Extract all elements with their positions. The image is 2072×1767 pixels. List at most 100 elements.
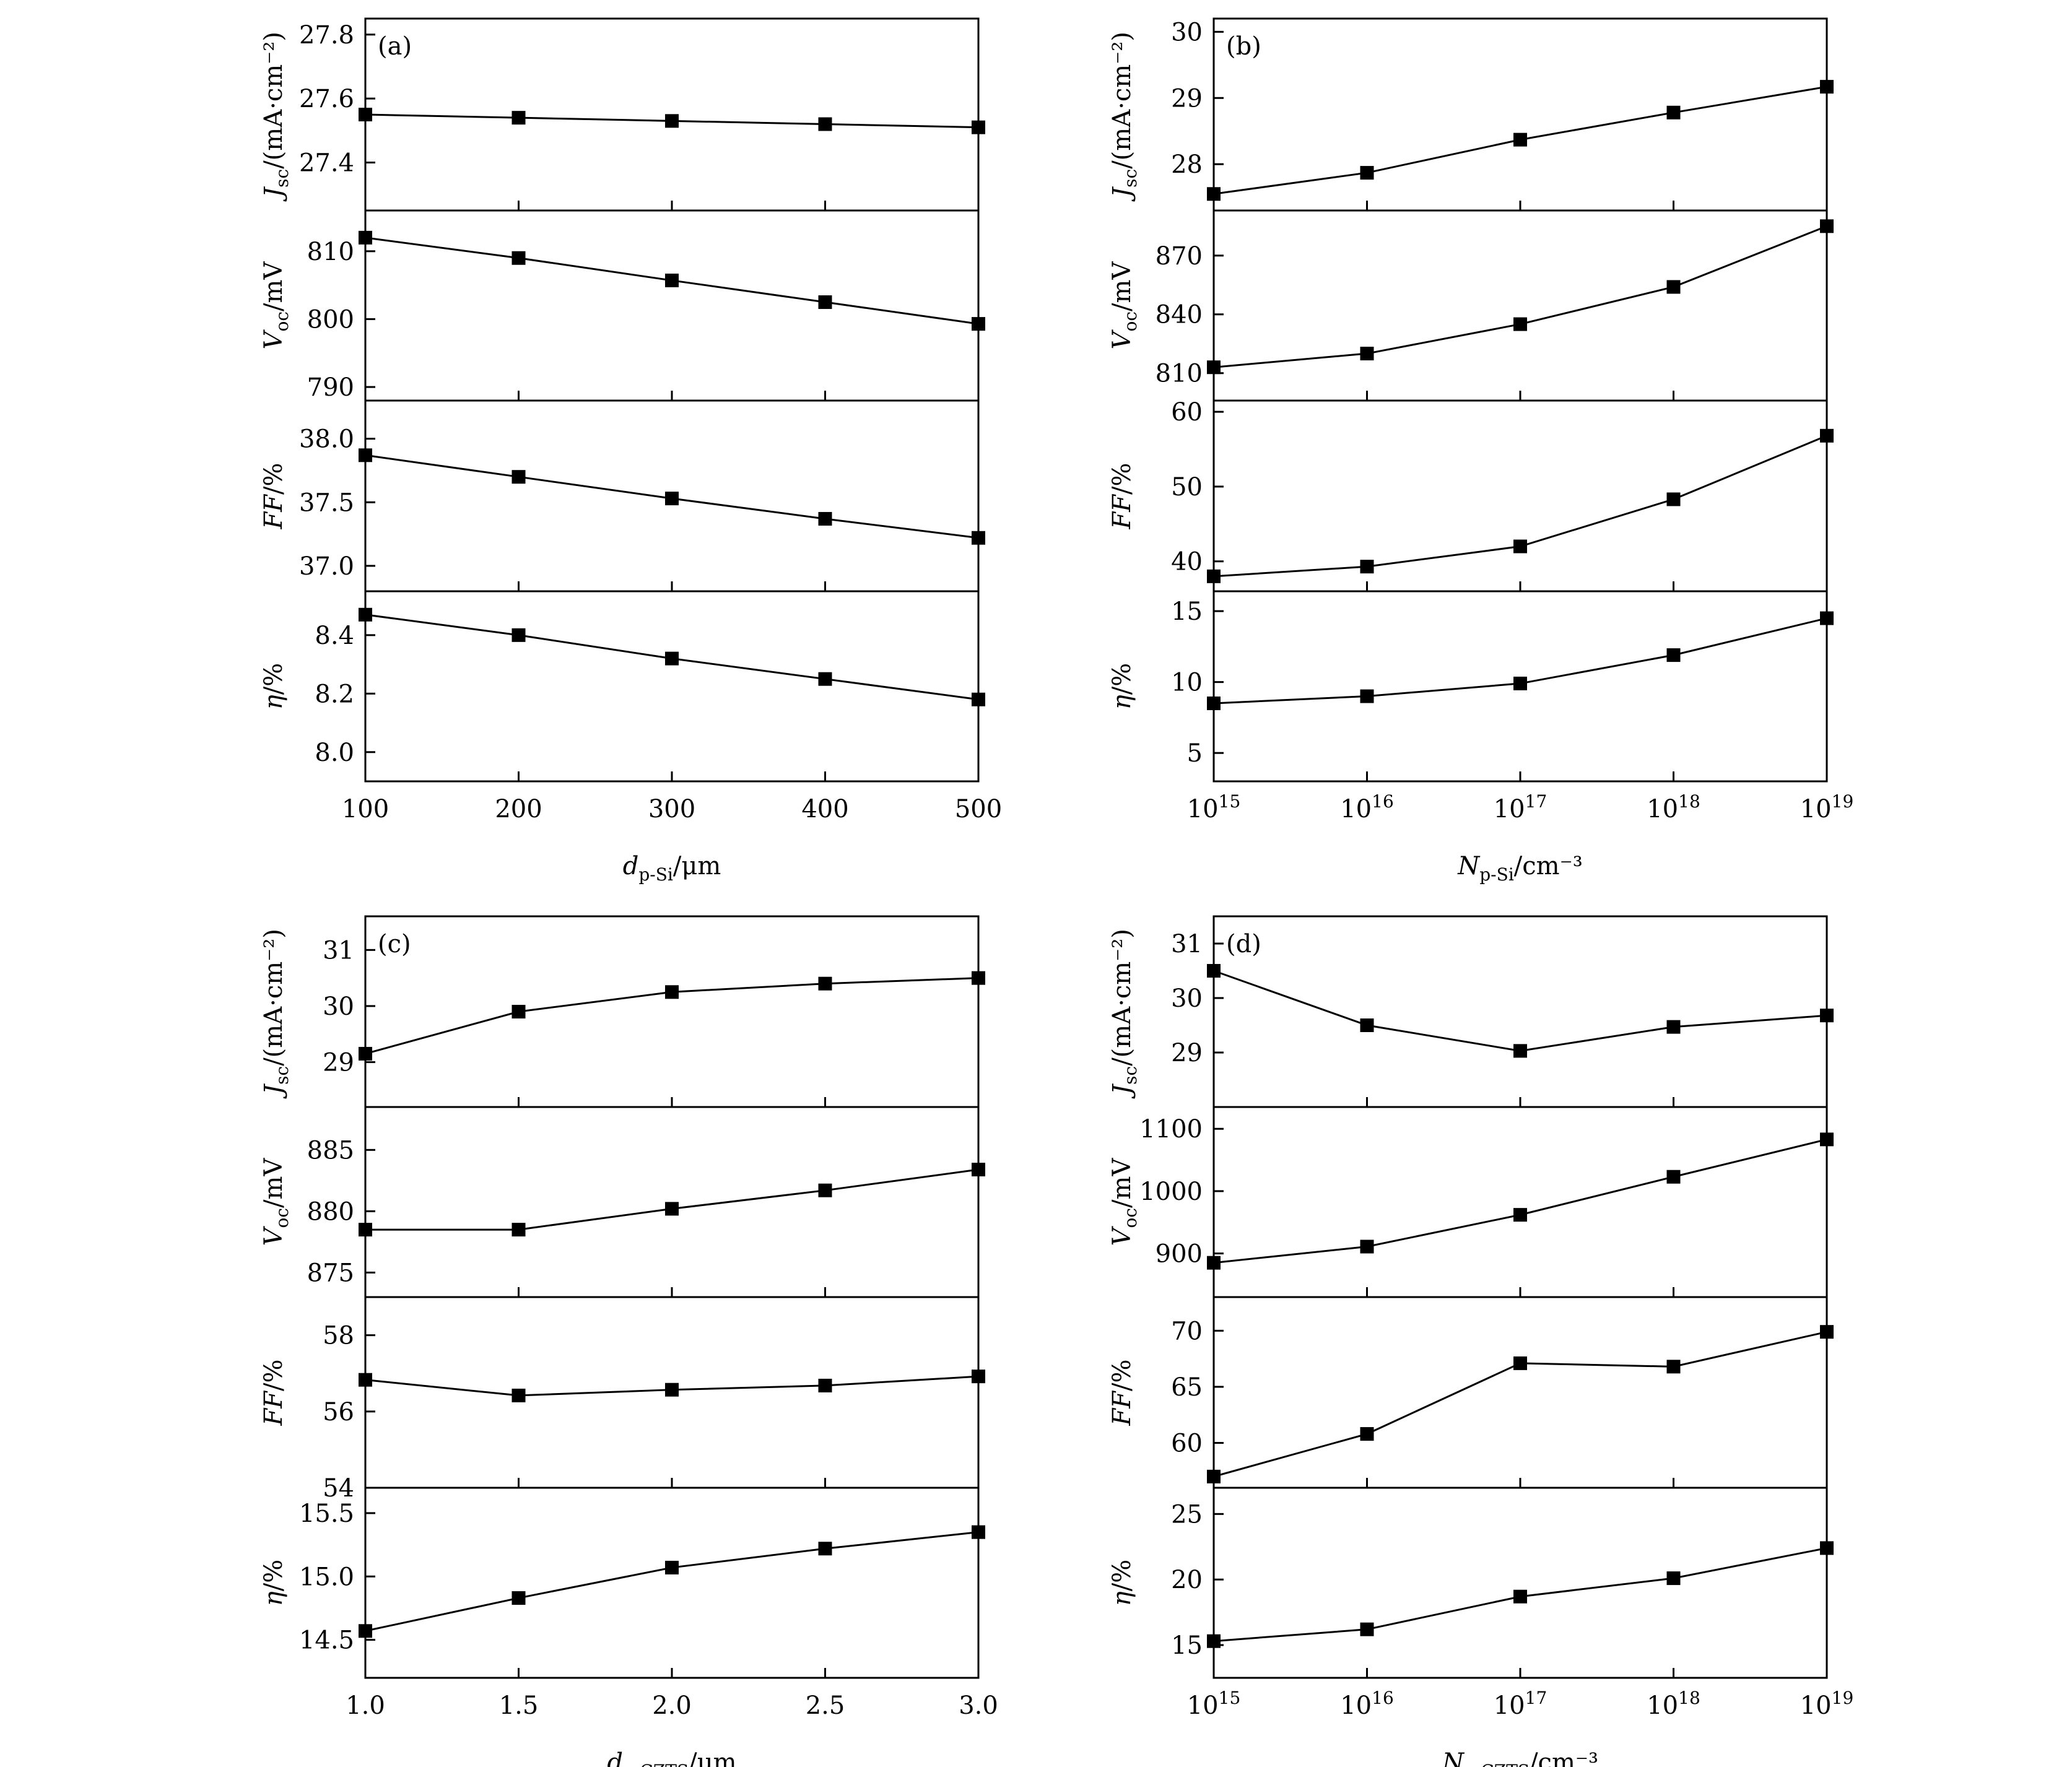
- y-tick-label: 60: [1171, 1430, 1203, 1458]
- y-tick-label: 840: [1156, 301, 1203, 329]
- data-point: [1207, 1256, 1221, 1270]
- x-axis-label: Np-CZTS/cm⁻³: [1442, 1748, 1598, 1767]
- x-tick-label: 1016: [1340, 1688, 1394, 1720]
- data-point: [972, 1525, 985, 1539]
- y-tick-label: 37.0: [299, 552, 354, 581]
- x-tick-label: 3.0: [959, 1691, 998, 1720]
- y-tick-label: 30: [323, 992, 354, 1021]
- y-axis-label: η/%: [259, 1560, 288, 1606]
- y-tick-label: 800: [307, 305, 354, 334]
- panel-label: (a): [378, 32, 412, 61]
- y-tick-label: 27.8: [299, 21, 354, 50]
- data-point: [1360, 1427, 1374, 1441]
- y-axis-label: Jsc/(mA·cm⁻²): [259, 32, 292, 202]
- plot-frame: [1212, 399, 1828, 593]
- data-point: [972, 971, 985, 985]
- data-point: [511, 1005, 526, 1018]
- plot-frame: [1212, 1296, 1828, 1489]
- series-line: [1213, 435, 1827, 578]
- data-point: [359, 108, 372, 121]
- y-tick-label: 70: [1171, 1317, 1203, 1345]
- y-tick-label: 27.4: [299, 149, 354, 178]
- data-point: [972, 692, 985, 706]
- data-point: [1207, 964, 1221, 978]
- y-axis-label: Jsc/(mA·cm⁻²): [1108, 32, 1141, 202]
- data-point: [972, 1163, 985, 1177]
- data-point: [818, 511, 832, 526]
- data-point: [818, 976, 832, 991]
- x-tick-label: 200: [495, 795, 542, 823]
- panel-label: (c): [378, 930, 411, 958]
- data-point: [1513, 1044, 1527, 1058]
- data-point: [511, 1223, 526, 1237]
- series-line: [1213, 617, 1827, 705]
- panel-b: 28 29 30 Jsc/(mA·cm⁻²) 810 840 870 Voc/mV 40 50 60…: [1108, 17, 1854, 885]
- y-tick-label: 60: [1171, 398, 1203, 427]
- y-axis-label: η/%: [1108, 663, 1136, 710]
- x-tick-label: 1019: [1800, 791, 1854, 823]
- panel-label: (d): [1226, 930, 1261, 958]
- x-tick-label: 400: [801, 795, 848, 823]
- data-point: [818, 1378, 832, 1392]
- data-point: [665, 492, 679, 506]
- plot-frame: [1212, 1487, 1828, 1679]
- data-point: [665, 1560, 679, 1574]
- data-point: [1666, 1571, 1681, 1586]
- data-point: [1513, 1589, 1527, 1604]
- x-tick-label: 2.0: [652, 1691, 692, 1720]
- y-tick-label: 8.4: [315, 622, 354, 650]
- data-point: [511, 1591, 526, 1605]
- y-tick-label: 900: [1156, 1240, 1203, 1269]
- y-axis-label: FF/%: [259, 463, 288, 530]
- y-axis-label: Voc/mV: [1108, 261, 1141, 350]
- subplot-1: 29 30 31 Jsc/(mA·cm⁻²): [1108, 915, 1834, 1108]
- data-point: [1820, 1009, 1834, 1023]
- y-tick-label: 880: [307, 1197, 354, 1226]
- y-tick-label: 29: [1171, 84, 1203, 113]
- subplot-3: 37.0 37.5 38.0 FF/%: [259, 399, 985, 593]
- y-axis-label: Voc/mV: [259, 261, 292, 350]
- y-axis-label: Voc/mV: [259, 1158, 292, 1246]
- data-point: [665, 1383, 679, 1397]
- y-tick-label: 29: [323, 1049, 354, 1077]
- x-tick-label: 1015: [1187, 791, 1241, 823]
- data-point: [1207, 1634, 1221, 1648]
- data-point: [1820, 428, 1834, 443]
- y-tick-label: 14.5: [299, 1626, 354, 1655]
- y-axis-label: η/%: [259, 663, 288, 710]
- y-tick-label: 50: [1171, 473, 1203, 501]
- data-point: [1666, 1360, 1681, 1374]
- data-point: [665, 114, 679, 128]
- data-point: [1360, 689, 1374, 703]
- data-point: [1820, 80, 1834, 94]
- y-tick-label: 31: [1171, 930, 1203, 958]
- data-point: [1513, 317, 1527, 331]
- subplot-1: 28 29 30 Jsc/(mA·cm⁻²): [1108, 17, 1834, 212]
- data-point: [359, 1373, 372, 1387]
- data-point: [1820, 611, 1834, 625]
- y-tick-label: 37.5: [299, 488, 354, 517]
- data-point: [359, 1223, 372, 1237]
- y-axis-label: Jsc/(mA·cm⁻²): [259, 929, 292, 1099]
- y-axis-label: FF/%: [1108, 1360, 1136, 1426]
- plot-frame: [364, 1487, 980, 1679]
- subplot-4: 5 10 15 η/%: [1108, 590, 1834, 783]
- x-tick-label: 100: [342, 795, 389, 823]
- data-point: [511, 1388, 526, 1402]
- x-axis-label: dp-CZTS/μm: [607, 1748, 736, 1767]
- data-point: [359, 448, 372, 462]
- data-point: [359, 607, 372, 622]
- panel-c: 29 30 31 Jsc/(mA·cm⁻²) 875 880 885 Voc/mV 54 56 58…: [259, 915, 998, 1767]
- series-line: [1213, 225, 1827, 368]
- data-point: [972, 531, 985, 545]
- y-tick-label: 40: [1171, 548, 1203, 576]
- y-tick-label: 65: [1171, 1373, 1203, 1402]
- x-tick-label: 1017: [1494, 791, 1547, 823]
- data-point: [665, 985, 679, 999]
- data-point: [1207, 360, 1221, 375]
- x-axis-label: dp-Si/μm: [623, 852, 721, 885]
- data-point: [1513, 539, 1527, 554]
